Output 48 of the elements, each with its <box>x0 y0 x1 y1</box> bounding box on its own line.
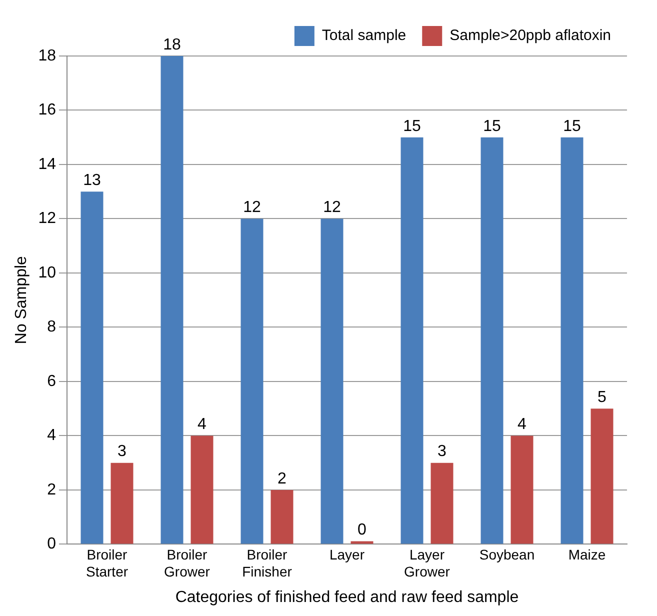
data-label: 4 <box>518 416 527 434</box>
bar <box>510 436 534 544</box>
x-tick-label: Broiler Starter <box>86 546 128 580</box>
bar <box>160 56 184 544</box>
data-label: 12 <box>323 199 341 216</box>
x-tick-label: Layer <box>329 546 365 562</box>
bar <box>240 218 264 544</box>
data-label: 5 <box>598 388 607 406</box>
x-tick-label: Soybean <box>479 546 535 562</box>
data-label: 18 <box>163 36 181 54</box>
bar <box>430 462 454 544</box>
bar <box>110 462 134 544</box>
x-tick-label: Broiler Grower <box>164 546 210 580</box>
bar <box>560 137 584 544</box>
x-tick-label: Maize <box>568 546 606 562</box>
bar <box>190 436 214 544</box>
y-tick-label: 12 <box>38 210 56 228</box>
x-tick-label: Layer Grower <box>404 546 450 580</box>
data-label: 15 <box>483 118 501 135</box>
data-label: 3 <box>438 443 447 460</box>
legend-label: Sample>20ppb aflatoxin <box>450 27 612 44</box>
bar <box>590 408 614 544</box>
bar <box>320 218 344 544</box>
data-label: 4 <box>198 416 207 434</box>
data-label: 12 <box>243 199 261 216</box>
data-label: 15 <box>563 118 581 135</box>
x-axis-title: Categories of finished feed and raw feed sample <box>175 588 519 606</box>
data-label: 15 <box>403 118 421 135</box>
bar <box>480 137 504 544</box>
data-label: 3 <box>118 443 127 460</box>
y-tick-label: 2 <box>47 481 56 498</box>
y-tick-label: 16 <box>38 102 56 119</box>
y-tick-label: 10 <box>38 264 56 282</box>
y-tick-label: 8 <box>47 318 56 336</box>
bar <box>270 490 294 544</box>
data-label: 2 <box>278 470 287 488</box>
y-tick-label: 0 <box>47 536 56 553</box>
x-tick-label: Broiler Finisher <box>242 546 292 580</box>
bar <box>400 137 424 544</box>
y-tick-label: 18 <box>38 47 56 64</box>
data-label: 0 <box>358 522 367 539</box>
bar <box>80 192 104 544</box>
y-tick-label: 4 <box>47 427 56 444</box>
legend-label: Total sample <box>322 27 406 44</box>
y-axis-title: No Sampple <box>13 256 30 344</box>
y-tick-label: 14 <box>38 156 56 173</box>
data-label: 13 <box>83 172 101 190</box>
y-tick-label: 6 <box>47 372 56 390</box>
